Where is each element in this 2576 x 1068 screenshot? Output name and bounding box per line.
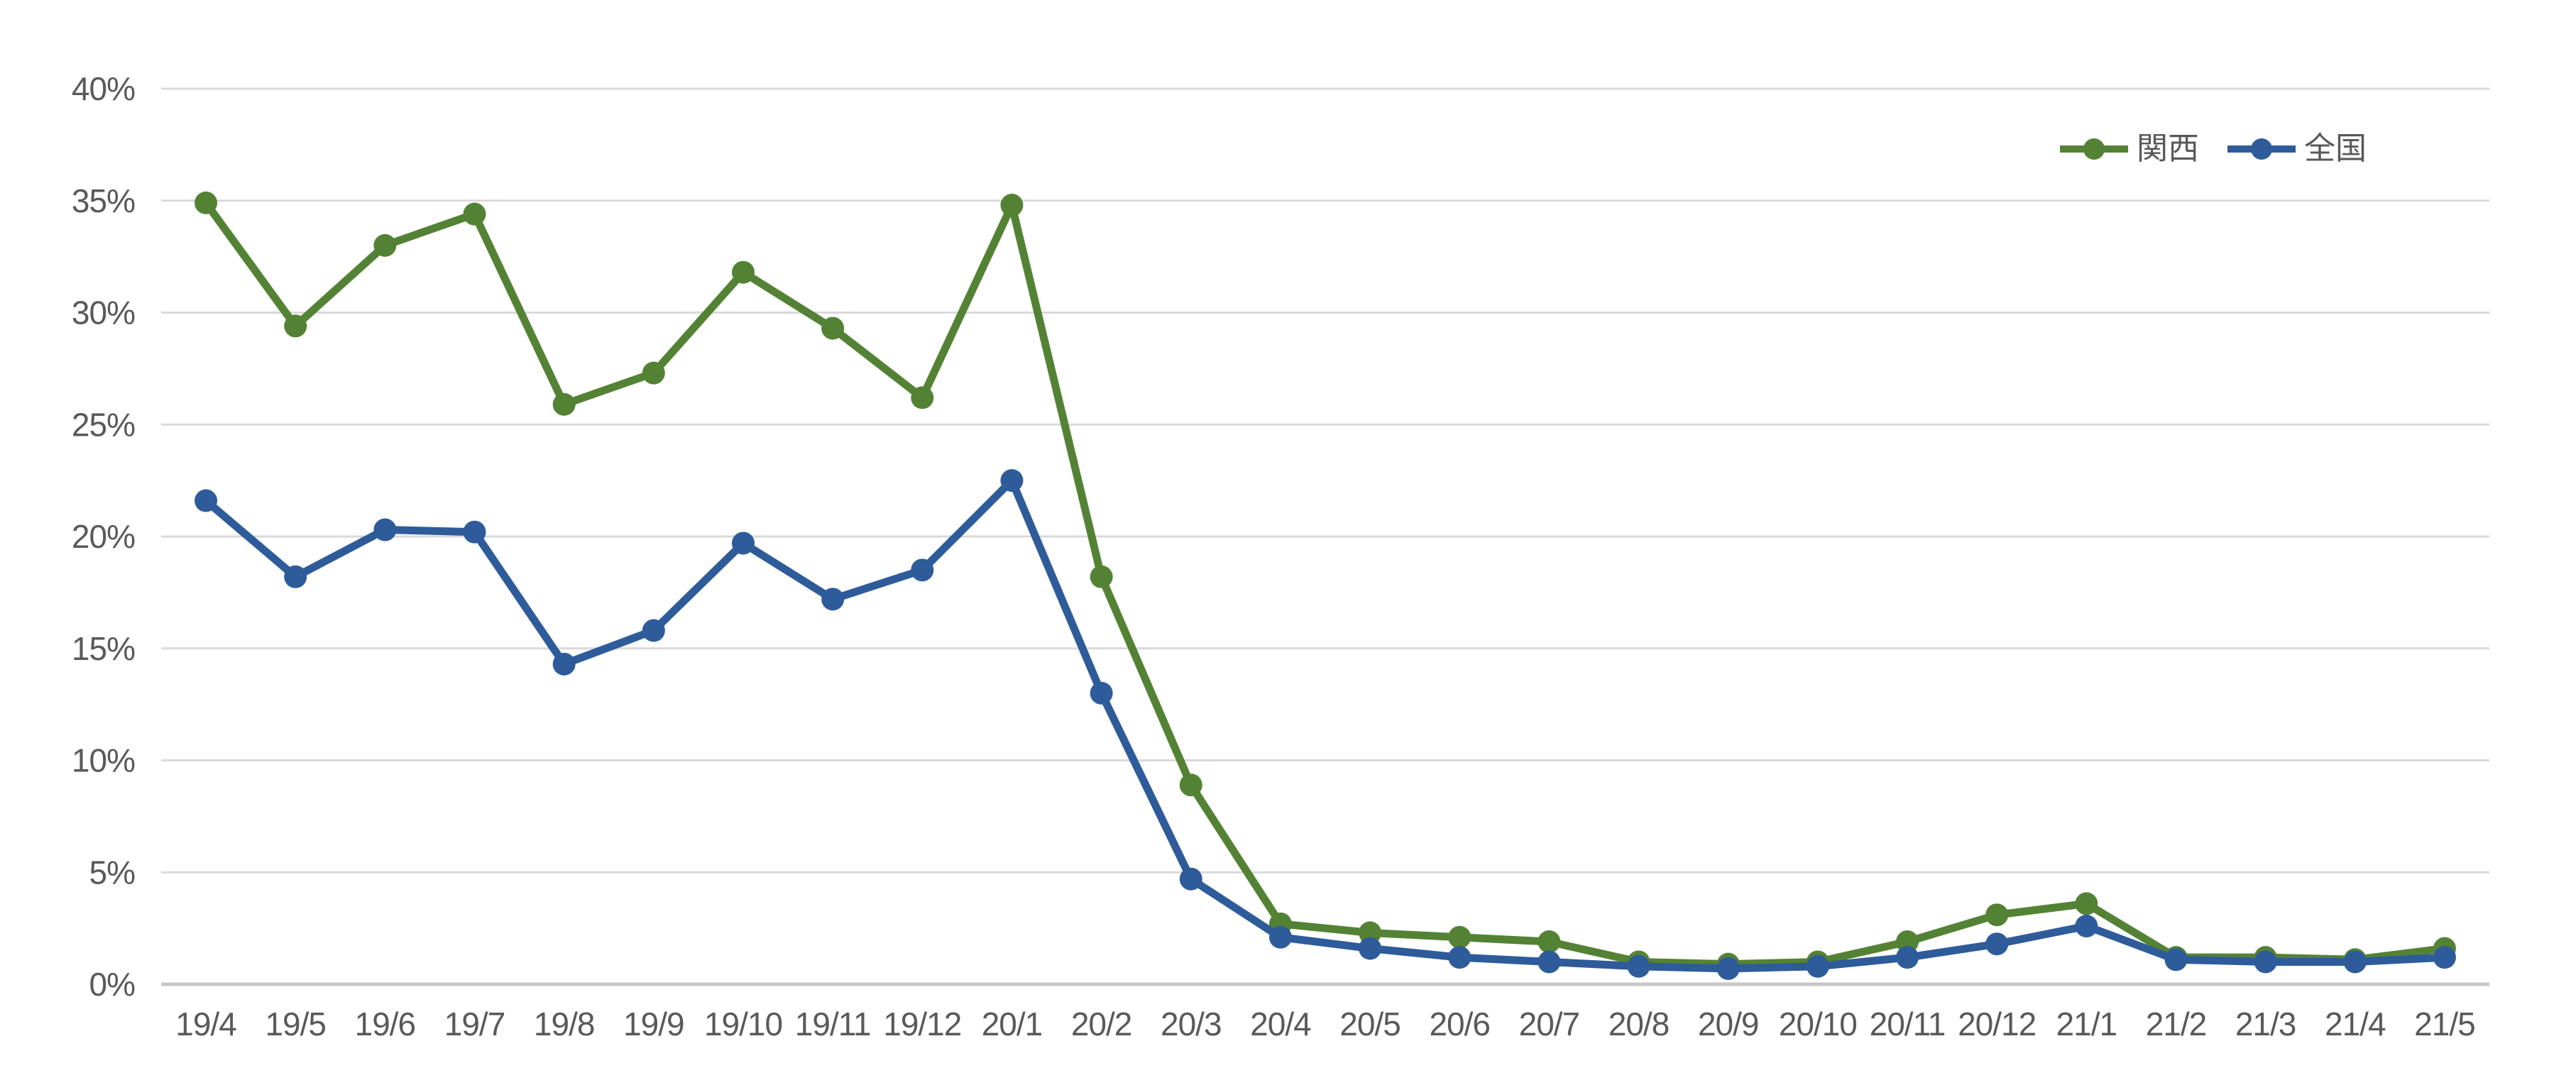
data-point-関西-19/11 xyxy=(821,316,845,340)
data-point-全国-21/3 xyxy=(2254,950,2277,974)
x-tick-20/7: 20/7 xyxy=(1519,1006,1580,1042)
data-point-関西-20/3 xyxy=(1179,774,1202,797)
data-point-全国-20/10 xyxy=(1806,954,1829,978)
x-tick-19/11: 19/11 xyxy=(795,1006,871,1042)
x-tick-20/2: 20/2 xyxy=(1071,1006,1132,1042)
series-line-関西 xyxy=(202,199,2449,969)
data-point-全国-20/4 xyxy=(1268,925,1292,949)
legend-item-kansai: 関西 xyxy=(2059,133,2199,165)
data-point-全国-19/6 xyxy=(373,518,397,541)
data-point-関西-19/9 xyxy=(642,361,665,385)
data-point-全国-19/9 xyxy=(642,619,665,642)
y-tick-40%: 40% xyxy=(72,70,135,107)
zenkoku-line-marker-icon xyxy=(2227,138,2296,160)
y-tick-5%: 5% xyxy=(89,854,136,891)
data-point-全国-19/8 xyxy=(552,652,576,676)
data-point-全国-20/1 xyxy=(1000,469,1024,492)
data-point-全国-19/11 xyxy=(821,588,845,611)
legend-label-kansai: 関西 xyxy=(2137,131,2199,166)
y-tick-20%: 20% xyxy=(72,518,135,555)
x-tick-20/8: 20/8 xyxy=(1608,1006,1670,1042)
y-tick-35%: 35% xyxy=(72,182,135,219)
data-point-全国-19/10 xyxy=(732,532,755,555)
x-tick-19/6: 19/6 xyxy=(355,1006,416,1042)
x-tick-19/7: 19/7 xyxy=(444,1006,505,1042)
data-point-関西-20/2 xyxy=(1090,565,1113,588)
x-tick-20/5: 20/5 xyxy=(1339,1006,1401,1042)
data-point-関西-19/4 xyxy=(194,191,218,214)
data-point-全国-19/4 xyxy=(194,489,218,512)
data-point-全国-20/9 xyxy=(1716,957,1740,980)
y-tick-30%: 30% xyxy=(72,294,135,331)
data-point-全国-20/6 xyxy=(1448,946,1471,969)
x-tick-20/3: 20/3 xyxy=(1161,1006,1222,1042)
data-point-関西-19/8 xyxy=(552,392,576,416)
series-全国 xyxy=(194,469,2456,980)
legend-item-zenkoku: 全国 xyxy=(2226,133,2367,165)
series-line-全国 xyxy=(202,476,2449,973)
x-tick-19/9: 19/9 xyxy=(623,1006,684,1042)
x-axis-tick-labels: 19/4 19/5 19/6 19/7 19/8 19/9 19/10 19/11 19/12 2… xyxy=(175,1006,2475,1042)
data-point-全国-20/5 xyxy=(1359,937,1382,960)
x-tick-20/10: 20/10 xyxy=(1779,1006,1857,1042)
x-tick-21/3: 21/3 xyxy=(2235,1006,2296,1042)
x-tick-19/12: 19/12 xyxy=(883,1006,961,1042)
data-point-全国-20/8 xyxy=(1627,954,1650,978)
kansai-line-marker-icon xyxy=(2060,138,2128,160)
x-tick-21/4: 21/4 xyxy=(2325,1006,2386,1042)
x-tick-21/5: 21/5 xyxy=(2414,1006,2475,1042)
x-tick-21/1: 21/1 xyxy=(2056,1006,2117,1042)
x-tick-19/10: 19/10 xyxy=(704,1006,782,1042)
x-tick-19/8: 19/8 xyxy=(534,1006,595,1042)
data-point-全国-21/4 xyxy=(2343,950,2367,974)
data-point-関西-20/7 xyxy=(1538,930,1561,954)
data-point-関西-20/1 xyxy=(1000,194,1024,217)
data-point-関西-21/1 xyxy=(2075,892,2098,915)
data-point-関西-20/6 xyxy=(1448,925,1471,949)
data-point-全国-21/5 xyxy=(2433,946,2456,969)
data-point-全国-20/3 xyxy=(1179,867,1202,891)
data-point-全国-20/2 xyxy=(1090,681,1113,705)
data-point-関西-19/7 xyxy=(463,202,486,226)
y-tick-0%: 0% xyxy=(89,966,136,1003)
x-tick-20/1: 20/1 xyxy=(982,1006,1043,1042)
x-tick-20/4: 20/4 xyxy=(1250,1006,1311,1042)
x-tick-21/2: 21/2 xyxy=(2146,1006,2207,1042)
x-tick-19/4: 19/4 xyxy=(175,1006,236,1042)
y-tick-25%: 25% xyxy=(72,406,135,443)
data-point-関西-19/10 xyxy=(732,260,755,284)
data-point-関西-20/5 xyxy=(1359,921,1382,945)
x-tick-20/11: 20/11 xyxy=(1870,1006,1946,1042)
data-point-全国-19/7 xyxy=(463,520,486,544)
x-tick-20/9: 20/9 xyxy=(1698,1006,1759,1042)
data-point-関西-20/12 xyxy=(1985,903,2009,927)
y-tick-10%: 10% xyxy=(72,742,135,779)
series-layer xyxy=(194,191,2456,980)
data-point-関西-19/6 xyxy=(373,233,397,257)
gridlines xyxy=(161,87,2489,986)
data-point-全国-20/12 xyxy=(1985,932,2009,956)
data-point-全国-21/1 xyxy=(2075,914,2098,937)
data-point-全国-20/7 xyxy=(1538,950,1561,974)
data-point-全国-19/5 xyxy=(284,565,307,588)
data-point-関西-19/12 xyxy=(911,386,934,409)
series-関西 xyxy=(194,191,2456,976)
data-point-全国-21/2 xyxy=(2164,948,2188,971)
data-point-全国-20/11 xyxy=(1896,946,1919,969)
data-point-関西-19/5 xyxy=(284,314,307,338)
y-tick-15%: 15% xyxy=(72,630,135,667)
x-tick-20/12: 20/12 xyxy=(1958,1006,2036,1042)
legend-label-zenkoku: 全国 xyxy=(2304,131,2367,166)
x-tick-20/6: 20/6 xyxy=(1429,1006,1490,1042)
legend: 関西 全国 xyxy=(2059,126,2367,172)
x-tick-19/5: 19/5 xyxy=(265,1006,326,1042)
y-axis-tick-labels: 0% 5% 10% 15% 20% 25% 30% 35% 40% xyxy=(72,70,136,1003)
data-point-全国-19/12 xyxy=(911,558,934,582)
data-point-関西-20/11 xyxy=(1896,930,1919,954)
